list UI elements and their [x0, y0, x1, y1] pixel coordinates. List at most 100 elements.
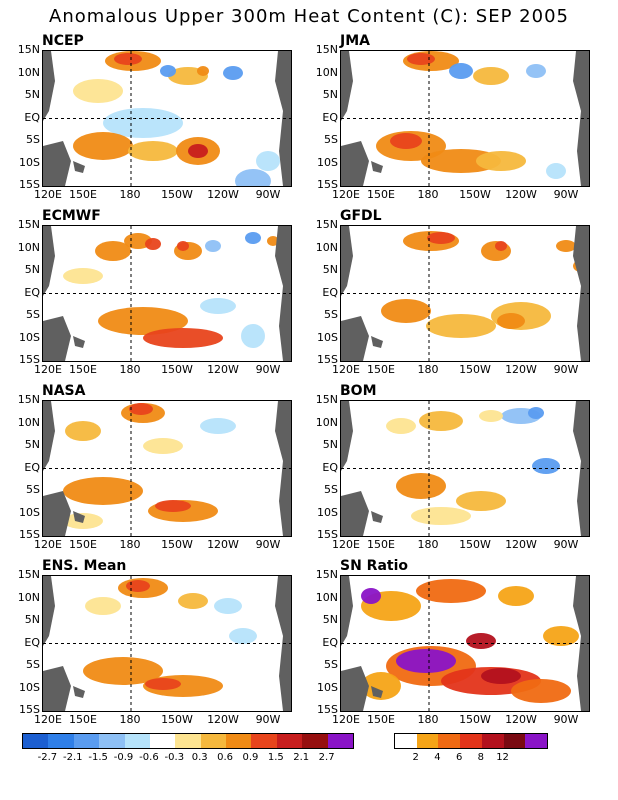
latitude-label: 5N [322, 263, 338, 276]
panel-title: NCEP [42, 33, 84, 49]
anomaly-contour [178, 593, 208, 609]
anomaly-contour [73, 79, 123, 103]
map-panel-2: JMA 15N 10N 5N EQ 5S 10S 15S 120E 150E 180 150W 120… [316, 33, 618, 220]
sn-ratio-colorbar [394, 733, 548, 749]
latitude-label: 5S [324, 308, 338, 321]
colorbar-swatch [481, 734, 504, 748]
anomaly-contour [160, 65, 176, 77]
heat-content-map [42, 50, 292, 187]
anomaly-contour [473, 67, 509, 85]
colorbar-tick-label: 1.5 [267, 752, 284, 763]
latitude-label: 15N [315, 393, 338, 406]
anomaly-contour [114, 53, 142, 65]
latitude-label: 10S [317, 505, 338, 519]
anomaly-contour [411, 507, 471, 525]
latitude-label: 5S [26, 483, 40, 496]
latitude-label: 10N [315, 65, 338, 79]
anomaly-contour [143, 438, 183, 454]
panel-title: GFDL [340, 208, 382, 224]
longitude-label: 150E [69, 188, 97, 201]
anomaly-contour [129, 403, 153, 415]
colorbar-swatch [73, 734, 100, 748]
map-panel-1: NCEP 15N 10N 5N EQ 5S 10S 15S 120E 150E 180 150W 12… [18, 33, 322, 220]
longitude-label: 150E [367, 188, 395, 201]
panel-title: ENS. Mean [42, 558, 127, 574]
latitude-label: 5S [26, 658, 40, 671]
colorbar-swatch [395, 734, 417, 748]
panel-title: ECMWF [42, 208, 101, 224]
heat-content-map [42, 225, 292, 362]
latitude-label: EQ [24, 285, 40, 299]
colorbar-tick-label: -2.7 [37, 752, 58, 763]
latitude-label: 15N [17, 568, 40, 581]
longitude-label: 150E [69, 713, 97, 726]
anomaly-colorbar [22, 733, 354, 749]
colorbar-tick-label: -0.6 [139, 752, 159, 763]
anomaly-contour [83, 657, 163, 685]
colorbar-swatch [438, 734, 461, 748]
latitude-label: 5N [24, 438, 40, 451]
longitude-label: 150W [459, 538, 491, 551]
latitude-label: 15S [19, 528, 40, 541]
latitude-label: EQ [24, 635, 40, 649]
longitude-label: 120E [332, 538, 360, 551]
anomaly-contour [511, 679, 571, 703]
anomaly-contour [546, 163, 566, 179]
longitude-label: 90W [553, 713, 579, 726]
latitude-label: 15S [317, 178, 338, 191]
anomaly-contour [200, 298, 236, 314]
longitude-label: 180 [417, 363, 439, 376]
longitude-label: 180 [119, 538, 141, 551]
anomaly-contour [235, 169, 271, 186]
latitude-label: 10N [17, 590, 40, 604]
anomaly-contour [532, 458, 560, 474]
latitude-label: 5S [26, 308, 40, 321]
longitude-label: 120E [332, 188, 360, 201]
anomaly-contour [449, 63, 473, 79]
latitude-label: 10N [17, 65, 40, 79]
longitude-label: 90W [255, 713, 281, 726]
anomaly-contour [200, 418, 236, 434]
anomaly-contour [556, 240, 576, 252]
latitude-label: 10S [317, 155, 338, 169]
anomaly-contour [126, 580, 150, 592]
heat-content-map [340, 50, 590, 187]
colorbar-tick-label: -0.3 [164, 752, 185, 763]
longitude-label: 120W [207, 188, 239, 201]
colorbar-swatch [48, 734, 74, 748]
latitude-label: EQ [24, 110, 40, 124]
latitude-label: EQ [322, 285, 338, 299]
anomaly-contour [145, 678, 181, 690]
longitude-label: 150E [367, 713, 395, 726]
colorbar-swatch [525, 734, 547, 748]
longitude-label: 90W [255, 538, 281, 551]
anomaly-contour [267, 236, 279, 246]
colorbar-swatch [302, 734, 328, 748]
latitude-label: 15N [17, 218, 40, 231]
colorbar-swatch [149, 734, 176, 748]
latitude-label: 5S [324, 133, 338, 146]
latitude-label: 10S [19, 505, 40, 519]
longitude-label: 150W [459, 363, 491, 376]
latitude-label: 10N [17, 240, 40, 254]
longitude-label: 180 [417, 538, 439, 551]
latitude-label: 10N [17, 415, 40, 429]
anomaly-contour [543, 626, 579, 646]
anomaly-contour [361, 588, 381, 604]
latitude-label: EQ [322, 110, 338, 124]
latitude-label: 5N [24, 88, 40, 101]
longitude-label: 150E [69, 538, 97, 551]
longitude-label: 120W [207, 713, 239, 726]
longitude-label: 150E [367, 538, 395, 551]
map-panel-3: ECMWF 15N 10N 5N EQ 5S 10S 15S 120E 150E 180 150W 1… [18, 208, 322, 395]
anomaly-contour [85, 597, 121, 615]
latitude-label: 5N [24, 263, 40, 276]
latitude-label: 15S [317, 528, 338, 541]
heat-content-map [42, 400, 292, 537]
longitude-label: 120W [505, 713, 537, 726]
anomaly-contour [498, 586, 534, 606]
heat-content-map [42, 575, 292, 712]
anomaly-contour [456, 491, 506, 511]
latitude-label: 15N [17, 43, 40, 56]
latitude-label: 5S [324, 658, 338, 671]
